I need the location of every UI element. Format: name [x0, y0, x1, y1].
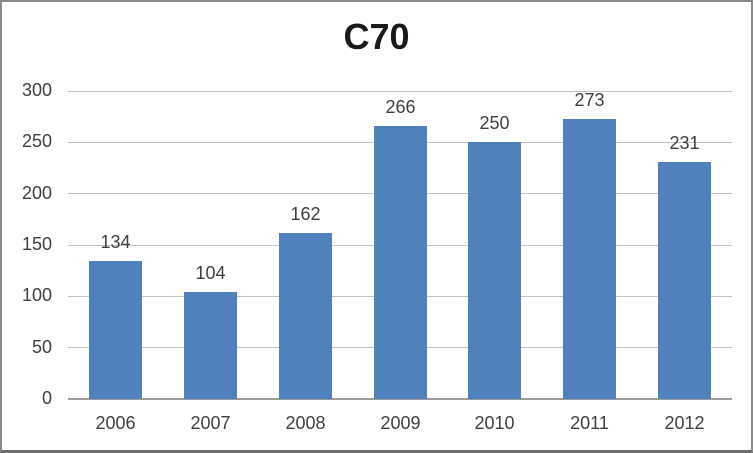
bar-2010 [468, 142, 521, 399]
x-tick-label-2009: 2009 [380, 413, 421, 433]
bar-2007 [184, 292, 237, 399]
x-tick-label-2010: 2010 [474, 413, 515, 433]
bar-2009 [374, 126, 427, 399]
plot-area: 134 104 162 266 250 273 231 [68, 90, 732, 400]
x-tick-label-2008: 2008 [285, 413, 326, 433]
chart-title: C70 [343, 16, 410, 57]
bar-value-label-2007: 104 [195, 263, 226, 283]
bar-value-label-2006: 134 [100, 232, 131, 252]
y-tick-label-100: 100 [21, 285, 52, 306]
bar-value-label-2010: 250 [479, 113, 510, 133]
y-tick-label-250: 250 [21, 131, 52, 152]
x-axis-line [68, 398, 732, 400]
bar-value-label-2009: 266 [385, 97, 416, 117]
bar-value-label-2012: 231 [669, 133, 700, 153]
y-tick-label-150: 150 [21, 234, 52, 254]
bar-value-label-2011: 273 [574, 90, 605, 110]
bar-2006 [89, 261, 142, 399]
y-tick-label-50: 50 [31, 336, 52, 357]
x-tick-label-2011: 2011 [570, 413, 609, 433]
y-tick-label-300: 300 [21, 80, 52, 100]
x-tick-label-2007: 2007 [190, 413, 231, 433]
bar-2011 [563, 119, 616, 399]
x-tick-label-2012: 2012 [664, 413, 705, 433]
x-tick-label-2006: 2006 [95, 413, 136, 433]
bar-value-label-2008: 162 [290, 204, 321, 224]
y-tick-label-0: 0 [41, 388, 52, 408]
y-tick-label-200: 200 [21, 182, 52, 203]
bar-2012 [658, 162, 711, 399]
bar-2008 [279, 233, 332, 399]
gridline-y-300 [68, 90, 732, 92]
